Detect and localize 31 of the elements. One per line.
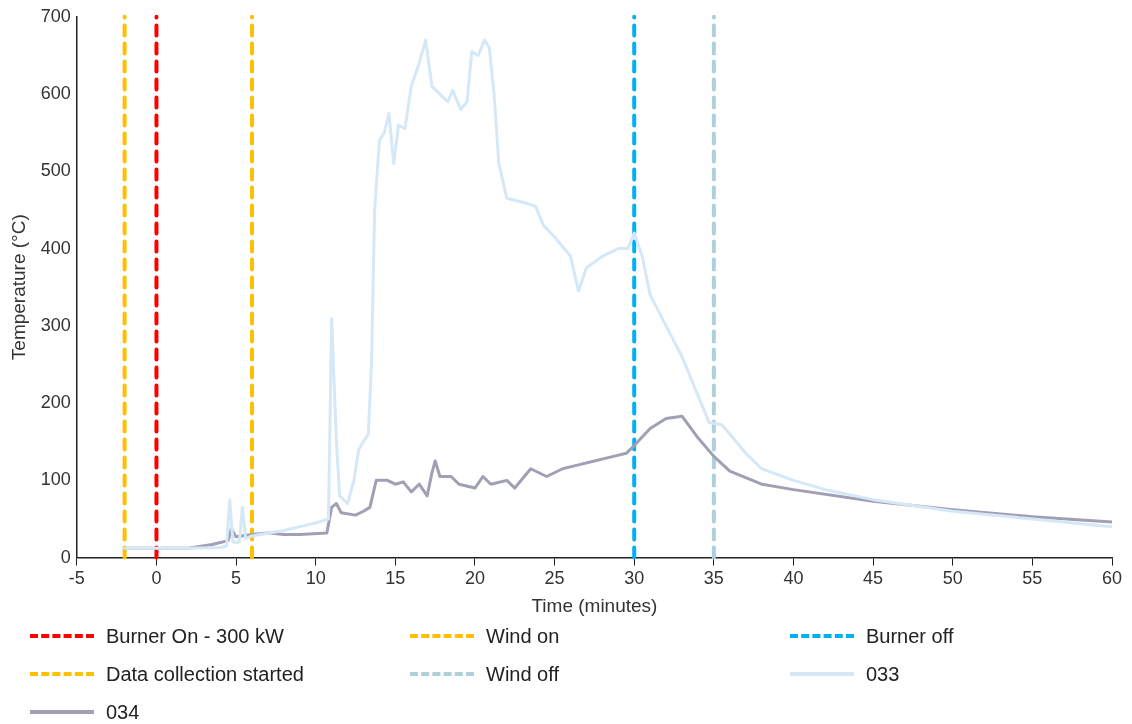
legend-label: Wind off [486, 662, 559, 686]
y-tick-label: 0 [60, 546, 71, 567]
x-tick-label: 60 [1101, 568, 1123, 589]
x-tick-label: 5 [231, 568, 242, 589]
legend-label: Data collection started [106, 662, 304, 686]
legend-label: Wind on [486, 624, 560, 648]
x-axis-title: Time (minutes) [531, 594, 658, 616]
x-tick-label: 50 [942, 568, 963, 589]
y-tick-label: 100 [40, 469, 71, 490]
x-tick-label: 10 [305, 568, 326, 589]
legend-label: Burner On - 300 kW [106, 624, 284, 648]
x-tick-label: 40 [783, 568, 804, 589]
x-tick-label: 55 [1022, 568, 1043, 589]
legend-label: 033 [866, 662, 900, 686]
y-tick-label: 400 [40, 237, 71, 258]
y-tick-label: 200 [40, 392, 71, 413]
y-tick-label: 300 [40, 314, 71, 335]
y-tick-label: 600 [40, 83, 71, 104]
x-tick-label: 20 [464, 568, 485, 589]
x-tick-label: -5 [68, 568, 85, 589]
x-tick-label: 45 [863, 568, 884, 589]
y-tick-label: 700 [40, 5, 71, 26]
legend-label: Burner off [866, 624, 954, 648]
x-tick-label: 35 [703, 568, 724, 589]
y-tick-label: 500 [40, 160, 71, 181]
x-tick-label: 0 [151, 568, 162, 589]
x-tick-label: 30 [624, 568, 645, 589]
x-tick-label: 15 [385, 568, 406, 589]
legend-label: 034 [106, 700, 140, 724]
y-axis-title: Temperature (°C) [7, 214, 29, 361]
x-tick-label: 25 [544, 568, 565, 589]
